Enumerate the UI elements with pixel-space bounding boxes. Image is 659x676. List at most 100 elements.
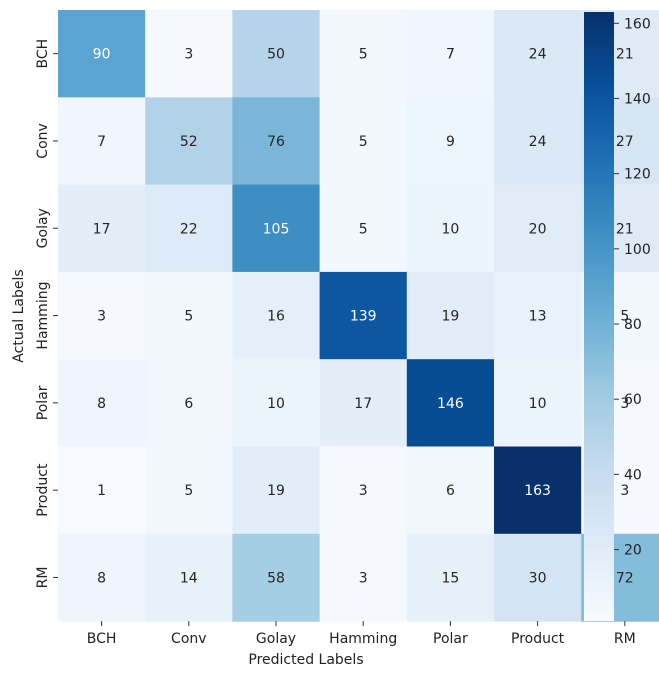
heatmap-cell-label: 3 <box>620 396 629 412</box>
x-tick-label: Polar <box>433 631 468 647</box>
heatmap-cell-label: 105 <box>263 221 290 237</box>
heatmap-cell-label: 21 <box>616 221 634 237</box>
heatmap-cell <box>406 359 495 448</box>
heatmap-cell-label: 10 <box>267 396 285 412</box>
heatmap-cell-label: 1 <box>97 483 106 499</box>
heatmap-cell-label: 3 <box>359 483 368 499</box>
heatmap-cell <box>58 97 146 186</box>
heatmap-cell-label: 14 <box>180 570 198 586</box>
heatmap-cell-label: 10 <box>529 396 547 412</box>
heatmap-cell <box>232 446 321 535</box>
x-tick-label: Conv <box>171 631 207 647</box>
y-tick-label: Conv <box>35 123 51 159</box>
heatmap-cell-label: 5 <box>359 134 368 150</box>
heatmap-cell-label: 24 <box>529 47 547 63</box>
heatmap-cell-label: 3 <box>620 483 629 499</box>
heatmap-cell <box>319 10 408 98</box>
heatmap-cell <box>319 97 408 186</box>
heatmap-cell <box>406 97 495 186</box>
heatmap-cell <box>58 533 146 622</box>
y-axis-label: Actual Labels <box>11 269 27 362</box>
colorbar-tick-label: 100 <box>624 242 651 258</box>
heatmap-cell-label: 5 <box>184 309 193 325</box>
heatmap-cell-label: 139 <box>350 309 377 325</box>
heatmap-cell-label: 9 <box>446 134 455 150</box>
x-tick-label: Hamming <box>329 631 397 647</box>
colorbar-tick-label: 120 <box>624 167 651 183</box>
heatmap-cell-label: 3 <box>359 570 368 586</box>
heatmap-cell-label: 30 <box>529 570 547 586</box>
y-tick-label: Golay <box>35 208 51 248</box>
x-tick-label: RM <box>614 631 636 647</box>
heatmap-cell-label: 19 <box>267 483 285 499</box>
heatmap-cell <box>58 10 146 98</box>
x-tick-label: Golay <box>256 631 296 647</box>
y-axis: BCH Conv Golay Hamming Polar Product RM <box>35 39 58 589</box>
heatmap-cell-label: 5 <box>184 483 193 499</box>
heatmap-cell-label: 13 <box>529 309 547 325</box>
heatmap-cell <box>406 446 495 535</box>
x-axis-label: Predicted Labels <box>248 652 363 668</box>
heatmap-cell-label: 52 <box>180 134 198 150</box>
heatmap-cell <box>145 359 233 448</box>
heatmap-cell <box>494 446 582 535</box>
heatmap-cell-label: 8 <box>97 396 106 412</box>
colorbar-tick-label: 160 <box>624 16 651 32</box>
heatmap-cell <box>319 359 408 448</box>
heatmap-cell <box>58 359 146 448</box>
heatmap-cell <box>145 533 233 622</box>
heatmap-cell <box>319 184 408 273</box>
heatmap-cell <box>145 271 233 360</box>
heatmap-cell-label: 3 <box>97 309 106 325</box>
heatmap-cell-label: 7 <box>97 134 106 150</box>
heatmap-cell-label: 21 <box>616 47 634 63</box>
heatmap-cell-label: 50 <box>267 47 285 63</box>
heatmap-cell <box>232 184 321 273</box>
x-tick-label: BCH <box>87 631 117 647</box>
heatmap-cell-label: 19 <box>441 309 459 325</box>
y-tick-label: Hamming <box>35 282 51 350</box>
heatmap-cell-label: 8 <box>97 570 106 586</box>
heatmap-cell <box>319 271 408 360</box>
heatmap-cell <box>494 97 582 186</box>
heatmap-cell <box>232 271 321 360</box>
colorbar-tick-label: 140 <box>624 91 651 107</box>
heatmap-cell <box>145 446 233 535</box>
heatmap-cell <box>319 533 408 622</box>
heatmap-cell <box>145 97 233 186</box>
heatmap-cell-label: 20 <box>529 221 547 237</box>
heatmap-cell <box>494 184 582 273</box>
heatmap-cell <box>145 184 233 273</box>
heatmap-cell <box>58 184 146 273</box>
heatmap-cell-label: 5 <box>359 221 368 237</box>
heatmap-cell <box>232 97 321 186</box>
heatmap-cell-label: 76 <box>267 134 285 150</box>
heatmap-cell <box>319 446 408 535</box>
heatmap-cell-label: 3 <box>184 47 193 63</box>
heatmap-cell-label: 10 <box>441 221 459 237</box>
heatmap-cell <box>494 359 582 448</box>
heatmap-cell-label: 7 <box>446 47 455 63</box>
heatmap-cell <box>58 271 146 360</box>
heatmap-cell-label: 24 <box>529 134 547 150</box>
heatmap-cell-label: 90 <box>93 47 111 63</box>
colorbar-tick-label: 60 <box>624 392 642 408</box>
colorbar-gradient <box>584 12 614 621</box>
colorbar-tick-label: 20 <box>624 543 642 559</box>
heatmap-cell-label: 146 <box>437 396 464 412</box>
heatmap-cell-label: 6 <box>184 396 193 412</box>
heatmap-cell-label: 27 <box>616 134 634 150</box>
heatmap-cell <box>58 446 146 535</box>
colorbar: 20 40 60 80 100 120 140 160 <box>584 12 651 621</box>
heatmap-cell <box>232 533 321 622</box>
heatmap-cell <box>406 271 495 360</box>
colorbar-tick-label: 40 <box>624 467 642 483</box>
heatmap-cell-label: 6 <box>446 483 455 499</box>
y-tick-label: RM <box>35 567 51 589</box>
heatmap-cell-label: 22 <box>180 221 198 237</box>
heatmap-cell <box>406 184 495 273</box>
heatmap-cell <box>494 533 582 622</box>
heatmap-cell-label: 163 <box>524 483 551 499</box>
